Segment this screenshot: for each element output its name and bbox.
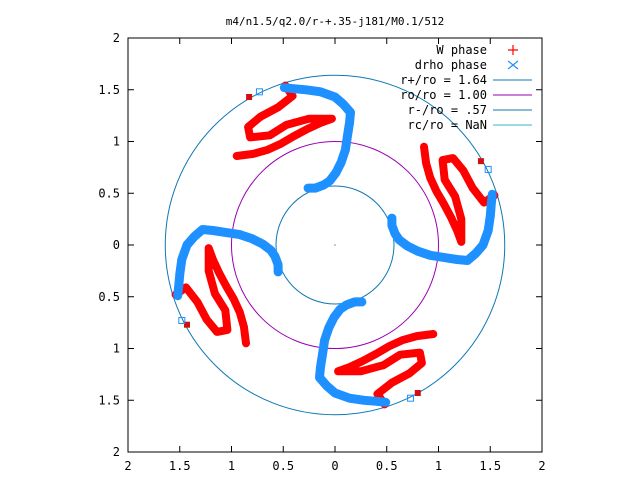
plus-marker [182,284,189,291]
y-axis: 2 1.5 1 0.5 0 0.5 1 1.5 2 [98,31,542,459]
legend-plus-icon [508,45,518,55]
w-phase-key-marker [246,93,253,100]
w-phase-key-marker [183,321,190,328]
arm-line [171,244,250,348]
reference-circles [164,74,506,416]
key-markers [178,88,492,402]
plus-marker [203,316,210,323]
y-tick-label: 1.5 [98,393,120,407]
circle-r+/ro = 1.64 [164,74,506,416]
legend-label: r+/ro = 1.64 [400,73,487,87]
legend-label: rc/ro = NaN [408,118,487,132]
y-tick-label: 2 [113,31,120,45]
plus-marker [194,298,201,305]
y-tick-label: 0 [113,238,120,252]
legend-label: W phase [436,43,487,57]
x-tick-label: 0.5 [272,459,294,473]
legend-label: r-/ro = .57 [408,103,487,117]
x-tick-label: 0.5 [376,459,398,473]
circle-r-/ro = .57 [275,185,395,305]
plus-marker [388,379,395,386]
w-phase-key-marker [477,158,484,165]
arm-line [334,330,438,409]
plus-marker [289,92,296,99]
x-tick-label: 1 [228,459,235,473]
x-tick-label: 1.5 [169,459,191,473]
x-tick-label: 2 [124,459,131,473]
arm-line [420,142,499,246]
plus-marker [460,167,467,174]
origin-dot [334,244,336,246]
drho-phase-key-marker [484,165,492,173]
plus-marker [481,199,488,206]
plus-marker [275,104,282,111]
drho-phase-series [173,83,497,407]
x-tick-label: 1 [435,459,442,473]
arm-line [232,81,336,160]
x-tick-label: 2 [538,459,545,473]
drho-phase-key-marker [407,394,415,402]
plus-marker [257,113,264,120]
y-tick-label: 2 [113,445,120,459]
y-tick-label: 1 [113,135,120,149]
plus-marker [469,185,476,192]
y-tick-label: 0.5 [98,290,120,304]
drho-phase-key-marker [255,88,263,96]
x-tick-label: 0 [331,459,338,473]
x-axis: 2 1.5 1 0.5 0 0.5 1 1.5 2 [124,38,546,473]
legend-label: ro/ro = 1.00 [400,88,487,102]
y-tick-label: 1 [113,342,120,356]
arm-line [173,225,283,301]
arm-line [387,189,497,265]
plus-marker [406,370,413,377]
x-tick-label: 1.5 [479,459,501,473]
circle-ro/ro = 1.00 [231,141,439,349]
arm-line [315,297,391,407]
chart-title: m4/n1.5/q2.0/r-+.35-j181/M0.1/512 [226,15,445,28]
legend-cross-icon [507,60,519,70]
arm-line [279,83,355,193]
plus-marker [374,391,381,398]
w-phase-key-marker [414,390,421,397]
legend-label: drho phase [415,58,487,72]
y-tick-label: 1.5 [98,83,120,97]
y-tick-label: 0.5 [98,186,120,200]
drho-phase-key-marker [178,317,186,325]
